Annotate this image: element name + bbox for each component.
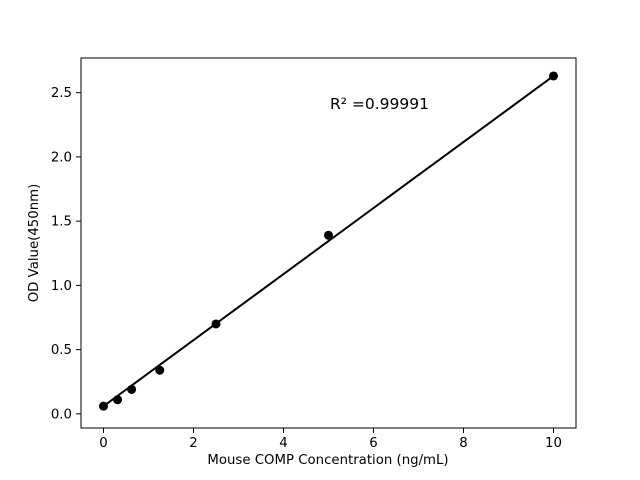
- x-tick-label: 0: [99, 436, 107, 451]
- data-point: [211, 319, 221, 329]
- y-tick-label: 1.5: [51, 215, 72, 230]
- x-tick-label: 8: [459, 436, 467, 451]
- x-tick-label: 2: [189, 436, 197, 451]
- fit-line: [102, 74, 555, 408]
- x-axis-label: Mouse COMP Concentration (ng/mL): [207, 453, 448, 468]
- plot-area: 0 2 4 6 8 10 0.0 0.5 1.0 1.5 2.0 2.5: [51, 57, 577, 451]
- x-tick-label: 10: [545, 436, 562, 451]
- x-tick-label: 4: [279, 436, 287, 451]
- data-point: [155, 365, 165, 375]
- data-point: [127, 384, 137, 394]
- y-tick-label: 0.5: [51, 343, 72, 358]
- y-tick-label: 0.0: [51, 407, 72, 422]
- plot-border: [80, 57, 577, 429]
- y-tick-label: 2.5: [51, 86, 72, 101]
- y-axis-label: OD Value(450nm): [27, 184, 42, 303]
- data-point: [324, 230, 333, 240]
- data-point: [549, 71, 558, 81]
- data-point: [113, 395, 123, 405]
- x-tick-label: 6: [369, 436, 377, 451]
- y-tick-label: 2.0: [51, 150, 72, 165]
- data-point: [99, 401, 108, 411]
- r-squared-annotation: R² =0.99991: [330, 95, 429, 113]
- y-tick-label: 1.0: [51, 279, 72, 294]
